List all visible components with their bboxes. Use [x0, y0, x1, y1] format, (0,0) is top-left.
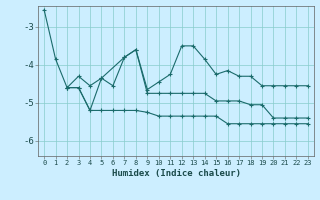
- X-axis label: Humidex (Indice chaleur): Humidex (Indice chaleur): [111, 169, 241, 178]
